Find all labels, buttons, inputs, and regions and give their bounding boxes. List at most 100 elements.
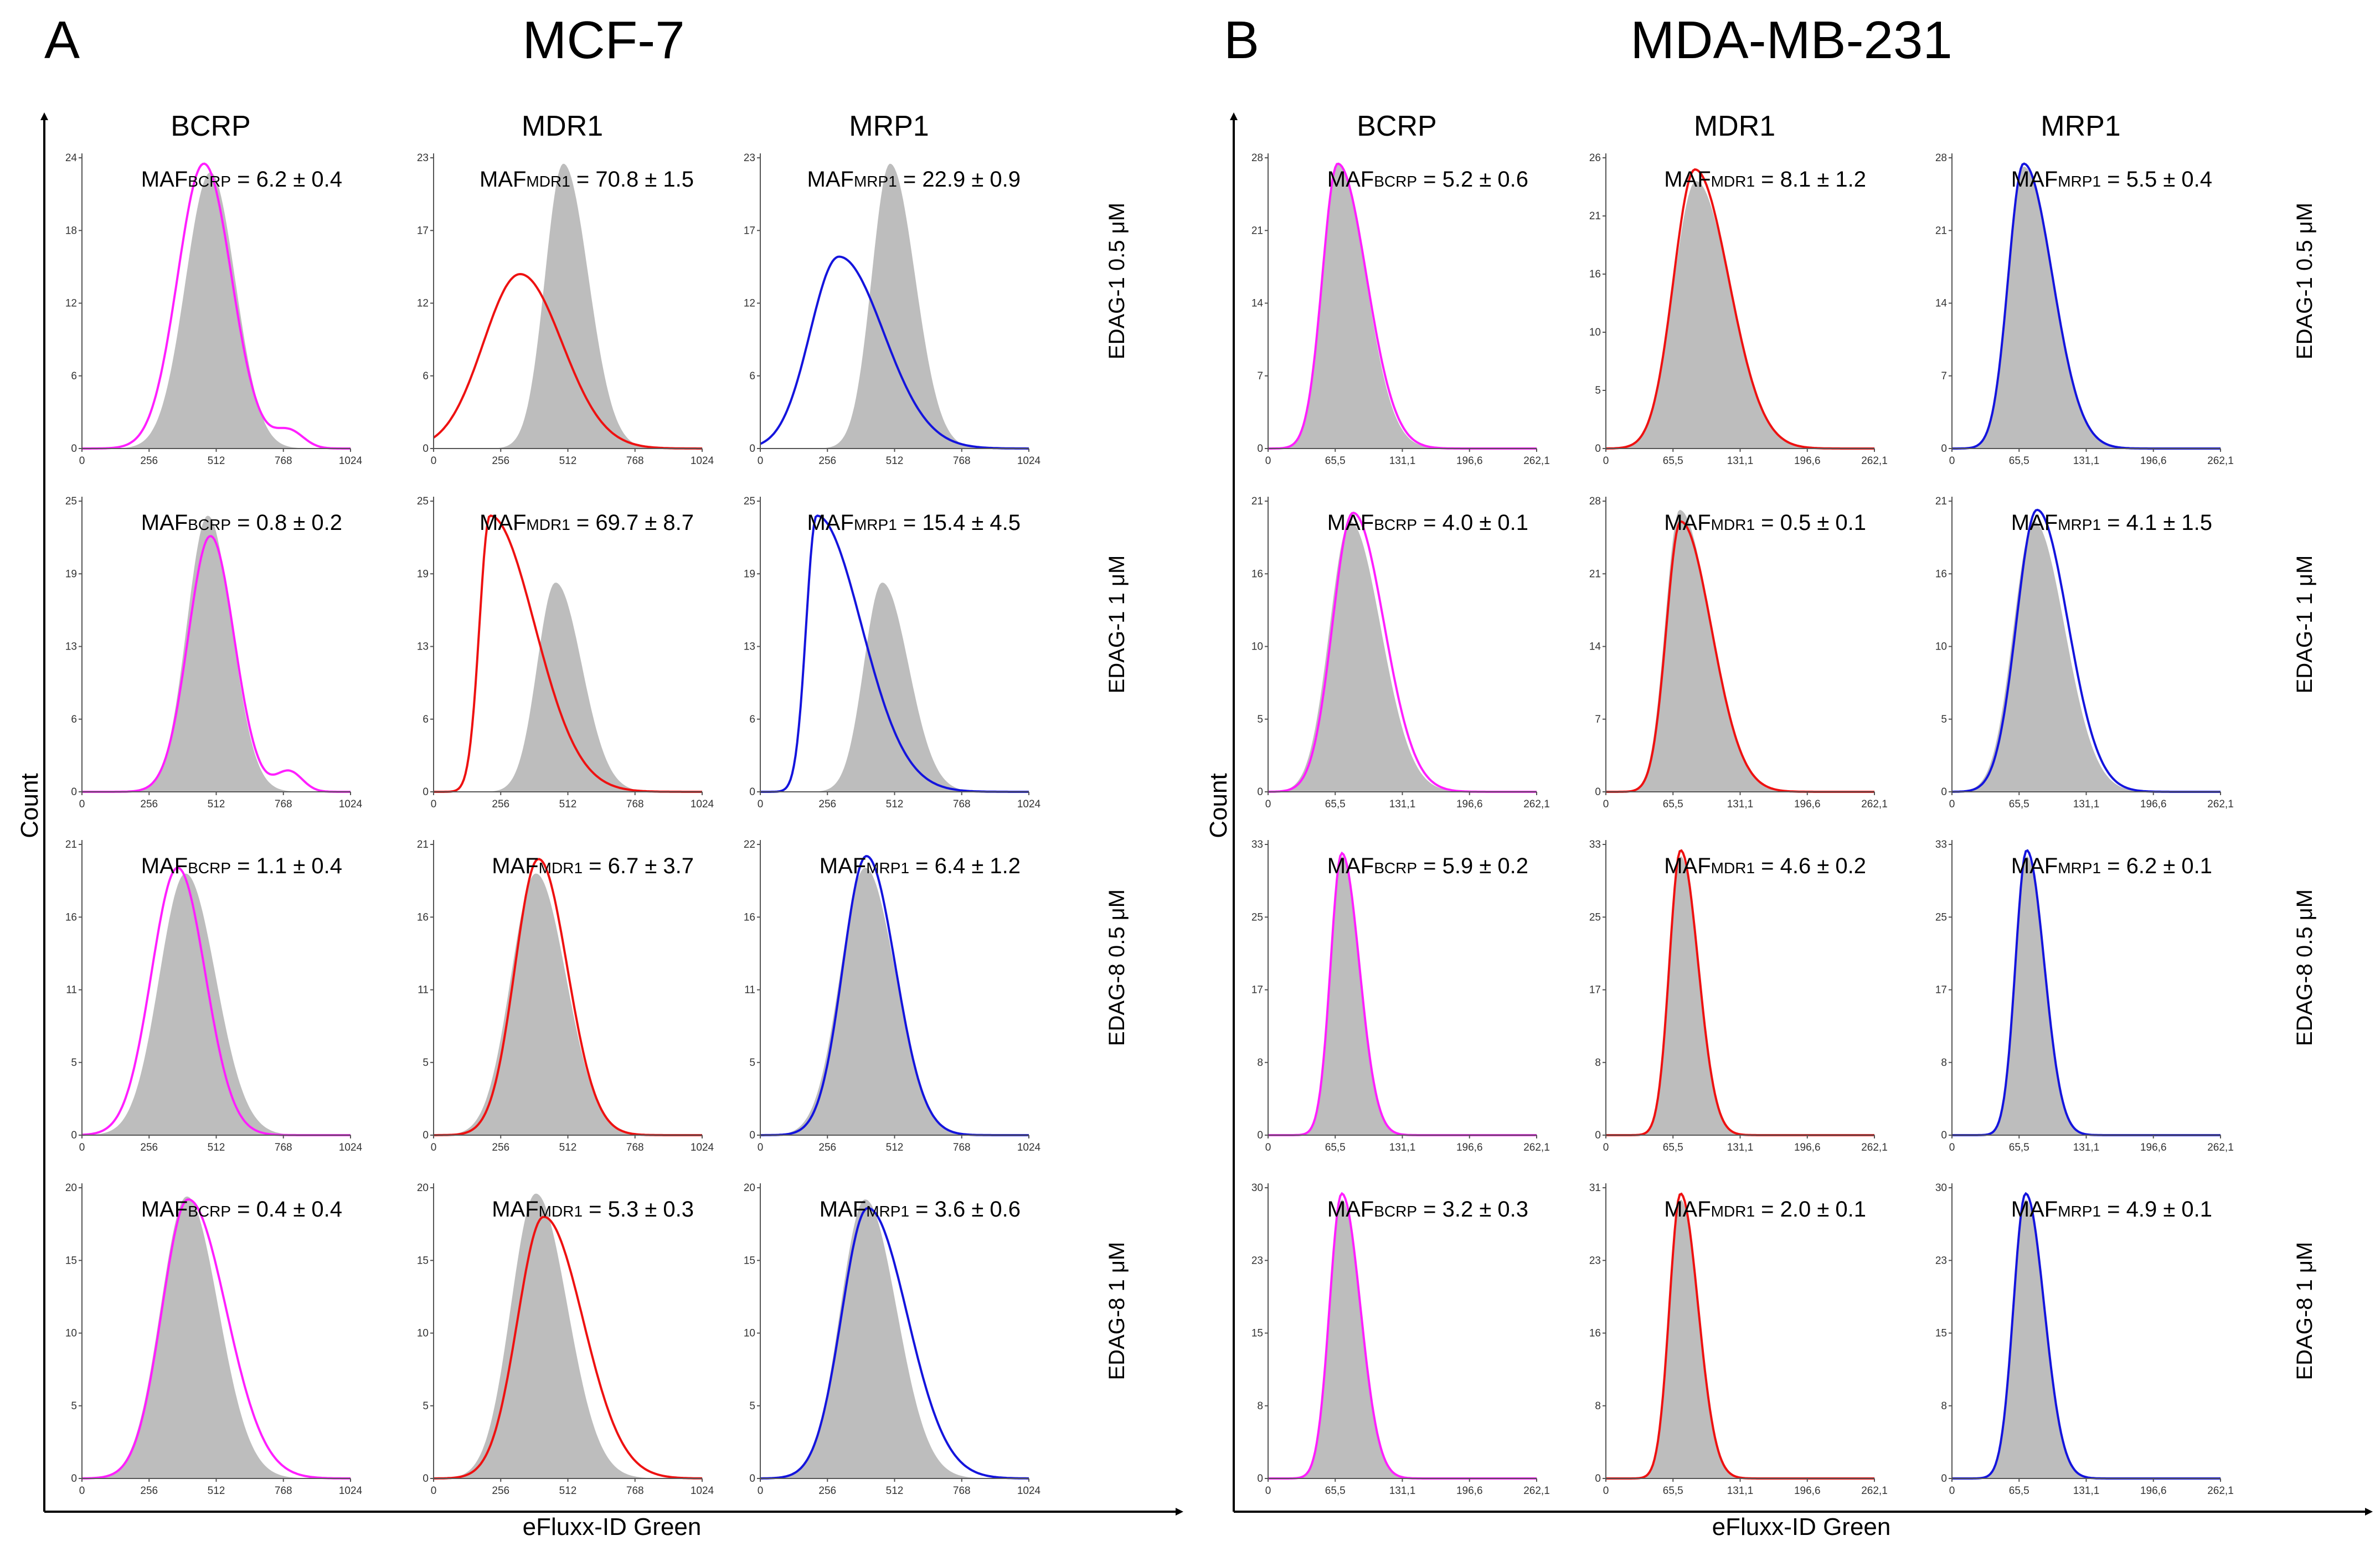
y-tick-label: 19 <box>65 568 77 580</box>
panel-b: B MDA-MB-231 Count eFluxx-ID Green BCRP MDR… <box>1205 11 2373 1540</box>
panel-a-title: MCF-7 <box>522 11 684 70</box>
y-tick-label: 17 <box>1589 985 1601 996</box>
control-histogram-fill <box>434 163 702 449</box>
y-tick-label: 0 <box>423 1473 429 1485</box>
treated-histogram-line <box>1606 1192 1874 1480</box>
histogram-mrp1-row-2: 0 6 13 19 25 0 256 512 768 1024 MAFMRP1 = 15.4 ± 4… <box>744 496 1041 810</box>
y-tick-label: 0 <box>71 443 77 455</box>
y-tick-label: 0 <box>71 1473 77 1485</box>
x-tick-label: 1024 <box>1017 1142 1041 1153</box>
control-histogram-fill <box>1606 181 1874 449</box>
y-tick-label: 28 <box>1589 496 1601 507</box>
histogram-mrp1-row-1: 0 6 12 17 23 0 256 512 768 1024 MAFMRP1 = 22.9 ± 0… <box>744 152 1041 467</box>
x-tick-label: 1024 <box>691 1142 714 1153</box>
y-tick-label: 6 <box>71 370 77 382</box>
row-label-2: EDAG-1 1 μM <box>1105 555 1129 694</box>
y-tick-label: 23 <box>417 152 429 164</box>
y-tick-label: 12 <box>65 298 77 310</box>
treated-histogram-line <box>1952 162 2221 450</box>
x-tick-label: 0 <box>758 455 764 467</box>
x-tick-label: 65,5 <box>1663 1142 1683 1153</box>
y-tick-label: 16 <box>1935 568 1947 580</box>
y-tick-label: 12 <box>417 298 429 310</box>
y-tick-label: 0 <box>1941 786 1947 798</box>
row-label-1: EDAG-1 0.5 μM <box>2293 203 2317 359</box>
y-tick-label: 5 <box>423 1057 429 1069</box>
x-tick-label: 768 <box>953 1485 971 1497</box>
x-tick-label: 256 <box>492 1142 509 1153</box>
maf-annotation: MAFBCRP = 5.9 ± 0.2 <box>1327 854 1528 878</box>
histogram-mrp1-row-3: 0 5 11 16 22 0 256 512 768 1024 MAFMRP1 = 6.4 ± 1.… <box>744 839 1041 1153</box>
maf-annotation: MAFMRP1 = 3.6 ± 0.6 <box>820 1197 1021 1222</box>
x-tick-label: 512 <box>208 455 225 467</box>
y-tick-label: 10 <box>1589 327 1601 338</box>
maf-annotation: MAFBCRP = 1.1 ± 0.4 <box>141 854 342 878</box>
x-tick-label: 196,6 <box>2140 1485 2167 1497</box>
x-tick-label: 262,1 <box>1861 1142 1888 1153</box>
y-tick-label: 0 <box>1257 443 1263 455</box>
x-tick-label: 262,1 <box>1523 1485 1550 1497</box>
x-tick-label: 0 <box>1603 1142 1609 1153</box>
maf-annotation: MAFMRP1 = 22.9 ± 0.9 <box>807 167 1021 192</box>
x-tick-label: 262,1 <box>1861 1485 1888 1497</box>
column-header-mdr1: MDR1 <box>1694 110 1775 142</box>
x-tick-label: 256 <box>818 1142 836 1153</box>
y-tick-label: 8 <box>1257 1057 1263 1069</box>
control-histogram-fill <box>1606 1199 1874 1478</box>
column-header-mrp1: MRP1 <box>2041 110 2120 142</box>
y-tick-label: 16 <box>744 911 755 923</box>
x-tick-label: 768 <box>626 1485 644 1497</box>
x-tick-label: 131,1 <box>1727 1485 1754 1497</box>
y-tick-label: 11 <box>66 985 77 996</box>
x-tick-label: 196,6 <box>1456 798 1483 810</box>
y-tick-label: 0 <box>749 443 755 455</box>
control-histogram-fill <box>760 163 1029 449</box>
histogram-mdr1-row-1: 0 5 10 16 21 26 0 65,5 131,1 196,6 262,1 MAFMDR1 = … <box>1589 152 1888 467</box>
y-tick-label: 0 <box>71 786 77 798</box>
y-tick-label: 6 <box>749 714 755 725</box>
y-tick-label: 16 <box>417 911 429 923</box>
y-tick-label: 8 <box>1257 1400 1263 1412</box>
row-label-3: EDAG-8 0.5 μM <box>1105 889 1129 1046</box>
treated-histogram-line <box>1268 162 1537 450</box>
y-tick-label: 19 <box>744 568 755 580</box>
y-tick-label: 24 <box>65 152 78 164</box>
y-tick-label: 21 <box>65 839 77 851</box>
column-header-bcrp: BCRP <box>171 110 250 142</box>
control-histogram-fill <box>1268 163 1537 449</box>
control-histogram-fill <box>1952 521 2221 792</box>
x-tick-label: 768 <box>275 1485 292 1497</box>
x-tick-label: 256 <box>492 1485 509 1497</box>
x-tick-label: 768 <box>953 1142 971 1153</box>
control-histogram-fill <box>1606 856 1874 1135</box>
row-label-1: EDAG-1 0.5 μM <box>1105 203 1129 359</box>
x-tick-label: 1024 <box>691 455 714 467</box>
x-tick-label: 262,1 <box>1861 455 1888 467</box>
y-tick-label: 14 <box>1589 641 1601 653</box>
x-tick-label: 256 <box>140 1485 158 1497</box>
x-tick-label: 131,1 <box>2073 798 2100 810</box>
histogram-bcrp-row-4: 0 8 15 23 30 0 65,5 131,1 196,6 262,1 MAFBCRP = 3.… <box>1251 1182 1550 1497</box>
x-axis-title: eFluxx-ID Green <box>1712 1513 1891 1540</box>
histogram-mdr1-row-1: 0 6 12 17 23 0 256 512 768 1024 MAFMDR1 = 70.8 ± 1… <box>417 152 714 467</box>
control-histogram-fill <box>1952 166 2221 449</box>
y-tick-label: 0 <box>1595 1130 1601 1141</box>
y-tick-label: 5 <box>749 1057 755 1069</box>
histogram-bcrp-row-3: 0 5 11 16 21 0 256 512 768 1024 MAFBCRP = 1.1 ± 0.… <box>65 839 363 1153</box>
y-tick-label: 10 <box>1251 641 1263 653</box>
maf-annotation: MAFMRP1 = 4.9 ± 0.1 <box>2011 1197 2212 1222</box>
x-tick-label: 196,6 <box>2140 455 2167 467</box>
x-tick-label: 1024 <box>339 1485 363 1497</box>
x-tick-label: 131,1 <box>1727 455 1754 467</box>
y-tick-label: 0 <box>749 786 755 798</box>
x-tick-label: 131,1 <box>1727 1142 1754 1153</box>
x-tick-label: 196,6 <box>1794 1485 1821 1497</box>
x-tick-label: 512 <box>886 798 904 810</box>
y-tick-label: 6 <box>423 370 429 382</box>
histogram-mdr1-row-4: 0 8 16 23 31 0 65,5 131,1 196,6 262,1 MAFMDR1 = 2.… <box>1589 1182 1888 1497</box>
control-histogram-fill <box>82 516 351 792</box>
x-tick-label: 65,5 <box>2009 1142 2029 1153</box>
y-tick-label: 5 <box>1941 714 1947 725</box>
y-tick-label: 25 <box>1935 911 1947 923</box>
y-tick-label: 23 <box>1589 1255 1601 1266</box>
